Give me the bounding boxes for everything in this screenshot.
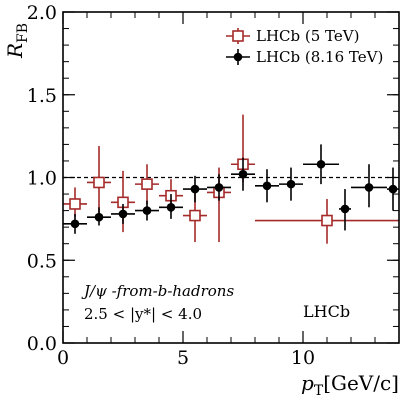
data-point-filled-circle xyxy=(214,183,224,192)
data-point-filled-circle xyxy=(388,184,398,194)
legend-marker-filled-circle xyxy=(233,52,243,62)
y-tick-label: 0.0 xyxy=(27,333,57,355)
y-axis-title-sub: FB xyxy=(15,23,31,43)
x-tick-label: 0 xyxy=(57,347,69,369)
x-tick-label: 10 xyxy=(291,347,315,369)
x-axis-title-unit: [GeV/c] xyxy=(323,371,399,395)
x-axis-title-sub: T xyxy=(314,383,324,399)
data-point-filled-circle xyxy=(94,212,104,222)
data-point-filled-circle xyxy=(340,204,350,214)
data-point-filled-circle xyxy=(142,206,152,215)
experiment-label: LHCb xyxy=(303,302,350,321)
legend-marker-open-square xyxy=(232,30,244,42)
data-point-filled-circle xyxy=(286,179,296,189)
data-point-open-square xyxy=(141,178,153,190)
data-point-filled-circle xyxy=(238,169,248,179)
x-axis-title-main: p xyxy=(301,371,314,395)
y-axis-title: RFB xyxy=(3,23,31,59)
data-point-filled-circle xyxy=(118,209,128,219)
annotation-rapidity-cut: 2.5 < |y*| < 4.0 xyxy=(84,305,202,323)
legend-label: LHCb (5 TeV) xyxy=(256,27,359,45)
data-point-filled-circle xyxy=(262,181,272,191)
data-point-open-square xyxy=(93,176,105,189)
data-point-open-square xyxy=(189,209,201,222)
data-point-open-square xyxy=(321,214,333,227)
data-layer xyxy=(63,114,399,244)
y-tick-label: 0.5 xyxy=(27,250,57,272)
legend-entry: LHCb (8.16 TeV) xyxy=(226,48,383,66)
x-axis-title: pT[GeV/c] xyxy=(301,371,399,399)
data-point-open-square xyxy=(69,198,81,210)
data-point-filled-circle xyxy=(166,202,176,212)
x-tick-label: 5 xyxy=(177,347,189,369)
y-tick-label: 1.5 xyxy=(27,85,57,107)
y-tick-label: 1.0 xyxy=(27,168,57,190)
ticks-layer: 0.0 0.5 1.0 1.5 2.0 0 5 10 xyxy=(27,2,400,369)
y-tick-label: 2.0 xyxy=(27,2,57,24)
data-point-filled-circle xyxy=(70,219,80,229)
data-point-filled-circle xyxy=(364,183,374,192)
series-lhcb-8p16tev xyxy=(63,144,399,234)
legend: LHCb (5 TeV) LHCb (8.16 TeV) xyxy=(226,27,383,66)
legend-label: LHCb (8.16 TeV) xyxy=(256,48,383,66)
series-lhcb-5tev xyxy=(63,114,399,244)
data-point-filled-circle xyxy=(316,159,326,169)
y-axis-title-main: R xyxy=(3,43,27,59)
annotation-process: J/ψ -from-b-hadrons xyxy=(81,282,234,300)
data-point-filled-circle xyxy=(190,184,200,194)
legend-entry: LHCb (5 TeV) xyxy=(226,27,359,45)
